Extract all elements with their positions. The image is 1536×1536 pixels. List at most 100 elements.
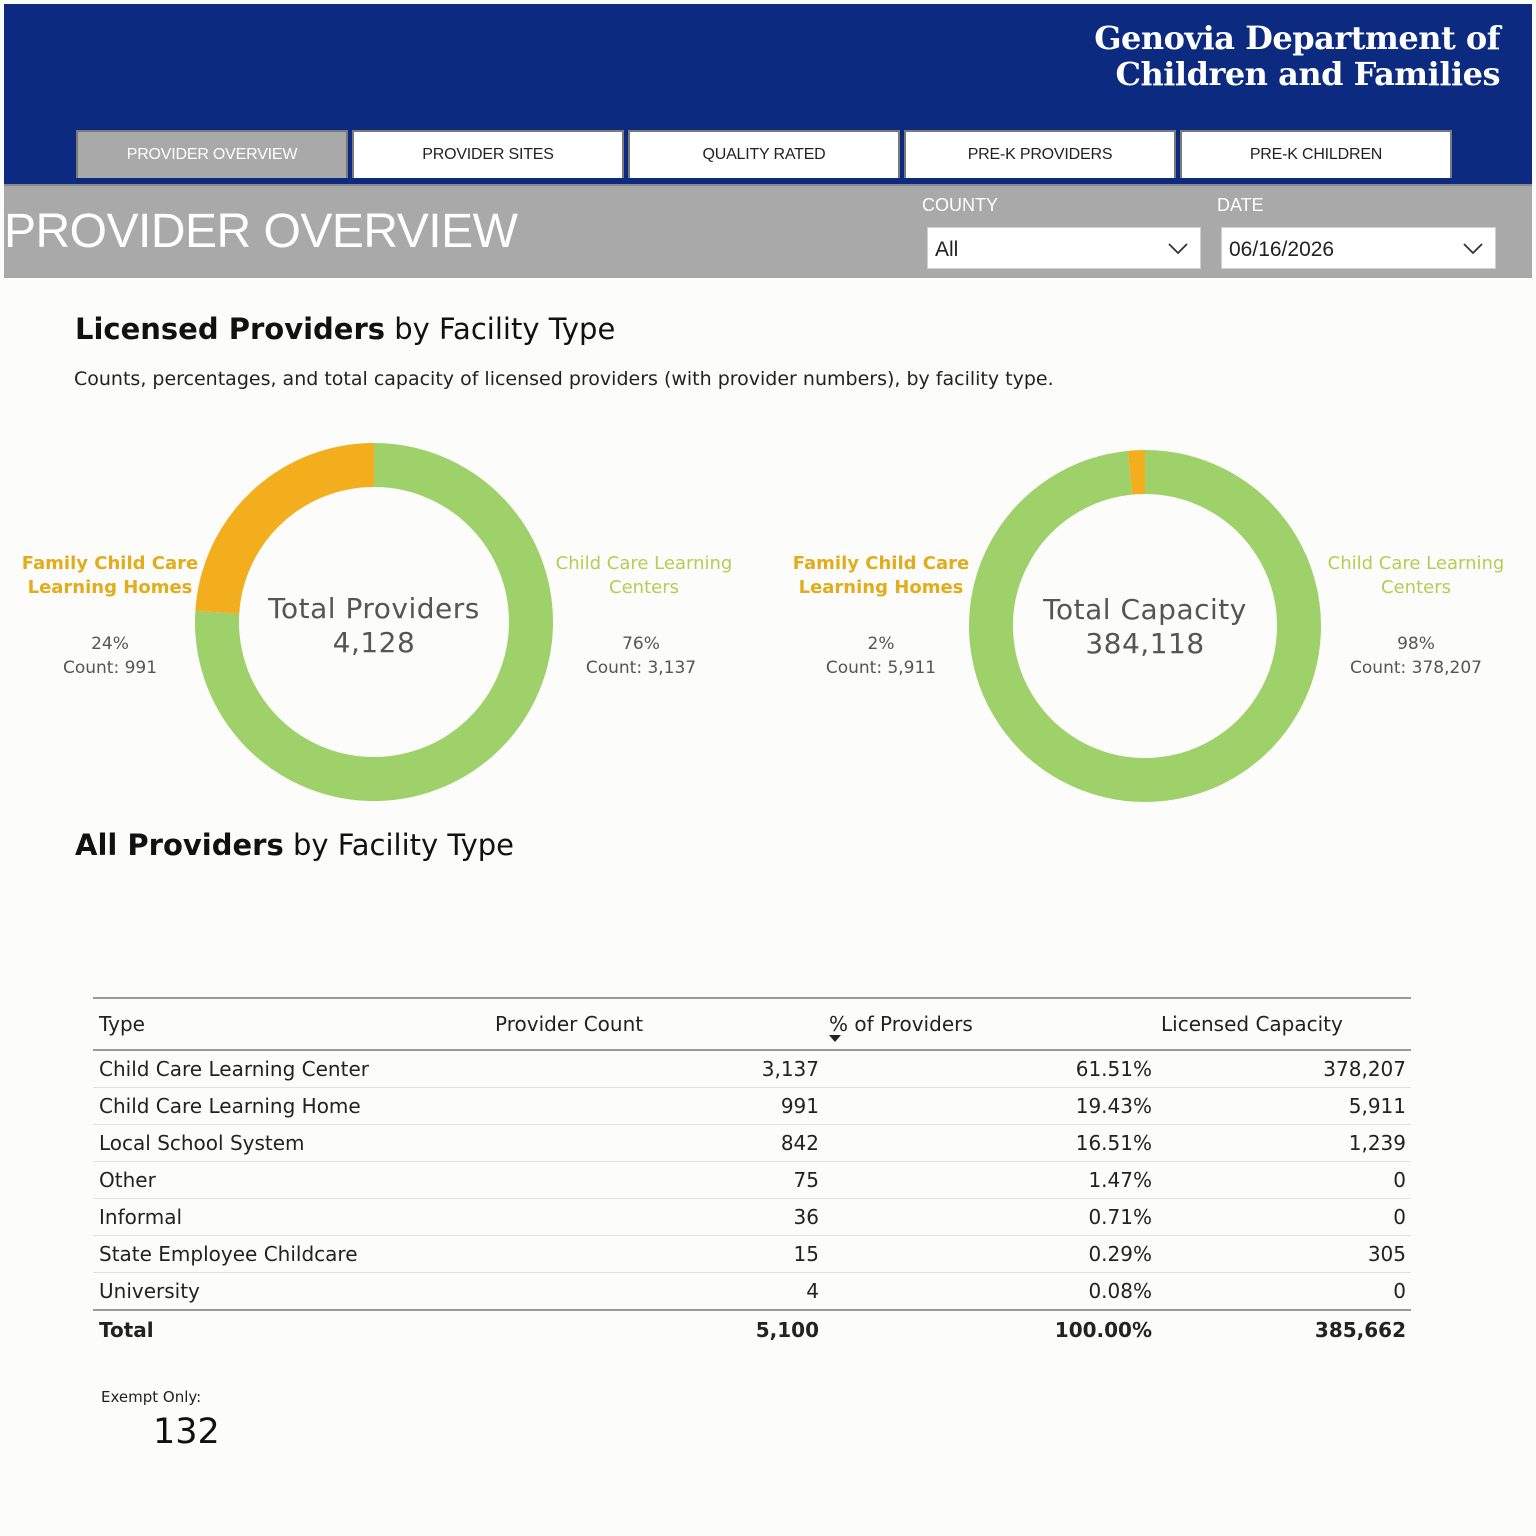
tab-quality-rated[interactable]: QUALITY RATED (628, 130, 900, 178)
donut1-centers-pct: 76% (622, 634, 660, 654)
cell-licensed-capacity: 5,911 (1152, 1087, 1411, 1125)
table-row: University 4 0.08% 0 (93, 1272, 1411, 1311)
cell-provider-count: 15 (413, 1235, 819, 1273)
cell-licensed-capacity: 385,662 (1152, 1309, 1411, 1349)
total-providers-title: Total Providers (268, 592, 480, 625)
cell-pct-providers: 0.29% (819, 1235, 1152, 1273)
table-row: Child Care Learning Center 3,137 61.51% 378… (93, 1050, 1411, 1088)
donut1-centers-count: Count: 3,137 (585, 658, 697, 678)
donut2-centers-label-line2: Centers (1381, 577, 1451, 598)
family-homes-slice[interactable] (195, 443, 375, 615)
all-providers-heading-rest: by Facility Type (283, 828, 515, 862)
county-dropdown-value: All (935, 238, 959, 261)
all-providers-heading: All Providers by Facility Type (75, 828, 514, 862)
donut2-family-pct: 2% (867, 634, 895, 654)
donut1-family-pct: 24% (91, 634, 129, 654)
donut2-centers-count: Count: 378,207 (1350, 658, 1482, 678)
donut2-centers-values: 98% Count: 378,207 (1316, 632, 1516, 680)
tab-pre-k-providers[interactable]: PRE-K PROVIDERS (904, 130, 1176, 178)
cell-provider-count: 4 (413, 1272, 819, 1311)
centers-slice[interactable] (969, 450, 1321, 802)
table-row: Child Care Learning Home 991 19.43% 5,911 (93, 1087, 1411, 1125)
donut1-centers-label-line1: Child Care Learning (555, 553, 733, 574)
cell-licensed-capacity: 1,239 (1152, 1124, 1411, 1162)
cell-pct-providers: 19.43% (819, 1087, 1152, 1125)
licensed-heading-rest: by Facility Type (385, 312, 616, 346)
column-header-type[interactable]: Type (93, 997, 413, 1051)
tab-provider-sites[interactable]: PROVIDER SITES (352, 130, 624, 178)
sort-descending-icon (829, 1035, 841, 1042)
cell-type: Other (93, 1161, 413, 1199)
column-header-licensed-capacity[interactable]: Licensed Capacity (1152, 997, 1411, 1051)
date-dropdown-value: 06/16/2026 (1229, 238, 1335, 261)
county-dropdown[interactable]: All (927, 227, 1201, 269)
tab-provider-overview[interactable]: PROVIDER OVERVIEW (76, 130, 348, 178)
donut1-centers-values: 76% Count: 3,137 (541, 632, 741, 680)
cell-provider-count: 5,100 (413, 1309, 819, 1349)
chevron-down-icon (1168, 243, 1188, 255)
licensed-providers-subtitle: Counts, percentages, and total capacity … (74, 368, 1054, 390)
donut2-family-label-line2: Learning Homes (798, 577, 964, 598)
county-filter-label: COUNTY (922, 195, 998, 215)
org-title-line2: Children and Families (1115, 55, 1501, 93)
tab-bar: PROVIDER OVERVIEW PROVIDER SITES QUALITY… (76, 130, 1456, 182)
cell-provider-count: 75 (413, 1161, 819, 1199)
donut1-family-label: Family Child Care Learning Homes (10, 552, 210, 600)
centers-slice[interactable] (195, 443, 553, 801)
cell-provider-count: 3,137 (413, 1050, 819, 1088)
table-row: Other 75 1.47% 0 (93, 1161, 1411, 1199)
donut1-family-label-line2: Learning Homes (27, 577, 193, 598)
date-filter-label: DATE (1217, 195, 1264, 215)
cell-licensed-capacity: 305 (1152, 1235, 1411, 1273)
cell-type: University (93, 1272, 413, 1311)
cell-provider-count: 991 (413, 1087, 819, 1125)
donut1-family-values: 24% Count: 991 (10, 632, 210, 680)
cell-provider-count: 842 (413, 1124, 819, 1162)
cell-type: Child Care Learning Center (93, 1050, 413, 1088)
donut1-family-label-line1: Family Child Care (21, 553, 199, 574)
cell-type: Child Care Learning Home (93, 1087, 413, 1125)
cell-provider-count: 36 (413, 1198, 819, 1236)
cell-pct-providers: 1.47% (819, 1161, 1152, 1199)
donut2-centers-pct: 98% (1397, 634, 1435, 654)
total-capacity-value: 384,118 (1085, 627, 1205, 660)
total-capacity-title: Total Capacity (1043, 593, 1247, 626)
cell-pct-providers: 0.71% (819, 1198, 1152, 1236)
donut2-centers-label-line1: Child Care Learning (1327, 553, 1505, 574)
donut2-family-values: 2% Count: 5,911 (781, 632, 981, 680)
cell-pct-providers: 0.08% (819, 1272, 1152, 1311)
donut2-family-label: Family Child Care Learning Homes (781, 552, 981, 600)
table-row: Informal 36 0.71% 0 (93, 1198, 1411, 1236)
providers-table: Type Provider Count % of Providers Licen… (93, 997, 1411, 1349)
cell-licensed-capacity: 0 (1152, 1272, 1411, 1311)
licensed-providers-heading: Licensed Providers by Facility Type (75, 312, 615, 346)
donut2-family-count: Count: 5,911 (825, 658, 937, 678)
cell-licensed-capacity: 378,207 (1152, 1050, 1411, 1088)
cell-type: Total (93, 1309, 413, 1349)
date-dropdown[interactable]: 06/16/2026 (1221, 227, 1496, 269)
cell-type: State Employee Childcare (93, 1235, 413, 1273)
column-header-pct-label: % of Providers (829, 1012, 973, 1036)
tab-pre-k-children[interactable]: PRE-K CHILDREN (1180, 130, 1452, 178)
total-providers-center: Total Providers 4,128 (224, 592, 524, 660)
column-header-provider-count[interactable]: Provider Count (413, 997, 819, 1051)
page-title: PROVIDER OVERVIEW (4, 205, 518, 258)
donut1-family-count: Count: 991 (62, 658, 158, 678)
column-header-pct-providers[interactable]: % of Providers (819, 997, 1152, 1051)
total-capacity-donut (969, 450, 1321, 802)
family-homes-slice[interactable] (1128, 450, 1146, 495)
chevron-down-icon (1463, 243, 1483, 255)
total-providers-value: 4,128 (332, 626, 416, 659)
donut2-family-label-line1: Family Child Care (792, 553, 970, 574)
cell-pct-providers: 61.51% (819, 1050, 1152, 1088)
cell-licensed-capacity: 0 (1152, 1161, 1411, 1199)
cell-pct-providers: 16.51% (819, 1124, 1152, 1162)
table-header-row: Type Provider Count % of Providers Licen… (93, 997, 1411, 1051)
cell-type: Informal (93, 1198, 413, 1236)
licensed-heading-bold: Licensed Providers (75, 312, 386, 346)
total-capacity-center: Total Capacity 384,118 (995, 593, 1295, 661)
cell-licensed-capacity: 0 (1152, 1198, 1411, 1236)
exempt-only-label: Exempt Only: (101, 1388, 202, 1406)
table-total-row: Total 5,100 100.00% 385,662 (93, 1309, 1411, 1349)
table-row: Local School System 842 16.51% 1,239 (93, 1124, 1411, 1162)
